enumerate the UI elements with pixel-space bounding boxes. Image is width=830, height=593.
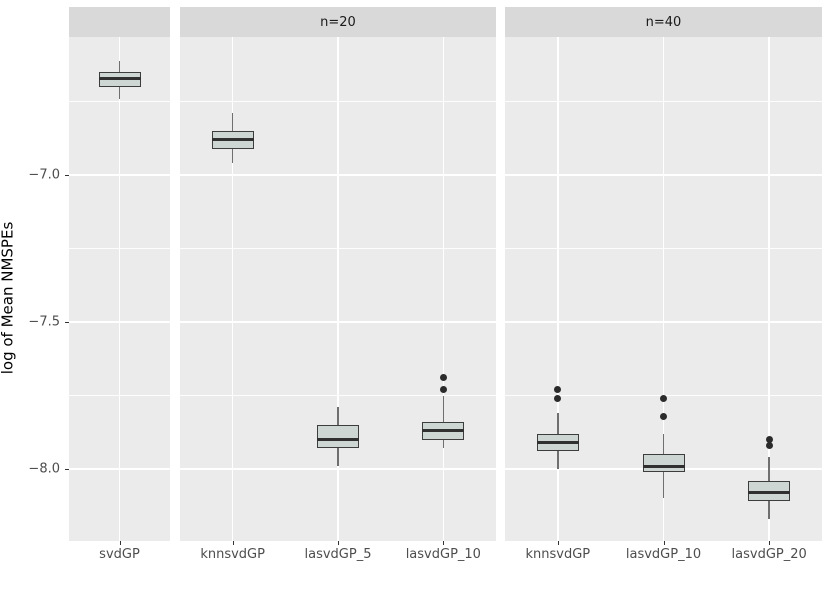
gridline-vertical — [337, 37, 339, 541]
box — [642, 454, 685, 472]
y-axis-title: log of Mean NMSPEs — [0, 221, 17, 375]
outlier-point — [439, 374, 447, 382]
facet-strip: n=20 — [180, 7, 496, 37]
x-tick-label: svdGP — [99, 547, 140, 562]
x-axis-tick — [663, 541, 665, 545]
outlier-point — [439, 386, 447, 394]
gridline-vertical — [768, 37, 770, 541]
facet-label: n=40 — [645, 14, 682, 30]
median-line — [211, 138, 254, 142]
x-axis-tick — [232, 541, 234, 545]
facet-label: n=20 — [320, 14, 356, 30]
y-axis-tick — [65, 322, 69, 323]
x-tick-label: knnsvdGP — [525, 547, 591, 562]
x-axis-tick — [769, 541, 771, 545]
gridline-vertical — [662, 37, 665, 541]
y-tick-label: −8.0 — [28, 461, 60, 477]
median-line — [98, 76, 141, 80]
y-axis-tick — [65, 469, 69, 470]
gridline-vertical — [118, 37, 121, 541]
x-tick-label: knnsvdGP — [200, 547, 265, 562]
x-tick-label: lasvdGP_5 — [304, 547, 372, 562]
facet-strip: n=40 — [505, 7, 822, 37]
facet-strip — [69, 7, 170, 37]
median-line — [642, 464, 685, 468]
median-line — [317, 438, 359, 442]
box — [317, 424, 359, 449]
x-tick-label: lasvdGP_20 — [731, 547, 807, 562]
panel — [69, 37, 170, 541]
y-tick-label: −7.5 — [28, 314, 60, 330]
outlier-point — [660, 394, 667, 402]
gridline-vertical — [231, 37, 234, 541]
x-tick-label: lasvdGP_10 — [405, 547, 481, 562]
whisker — [442, 395, 445, 449]
outlier-point — [554, 386, 562, 394]
outlier-point — [660, 412, 667, 420]
median-line — [422, 429, 465, 433]
median-line — [748, 491, 791, 494]
panel — [180, 37, 496, 541]
panel — [505, 37, 822, 541]
median-line — [536, 441, 579, 445]
outlier-point — [765, 441, 773, 449]
x-tick-label: lasvdGP_10 — [625, 547, 702, 562]
x-axis-tick — [338, 541, 339, 545]
x-axis-tick — [557, 541, 559, 545]
y-tick-label: −7.0 — [28, 167, 60, 183]
y-axis-tick — [65, 175, 69, 176]
x-axis-tick — [119, 541, 121, 545]
outlier-point — [554, 394, 562, 402]
gridline-vertical — [557, 37, 559, 541]
outlier-point — [765, 436, 773, 444]
gridline-vertical — [442, 37, 445, 541]
x-axis-tick — [443, 541, 445, 545]
